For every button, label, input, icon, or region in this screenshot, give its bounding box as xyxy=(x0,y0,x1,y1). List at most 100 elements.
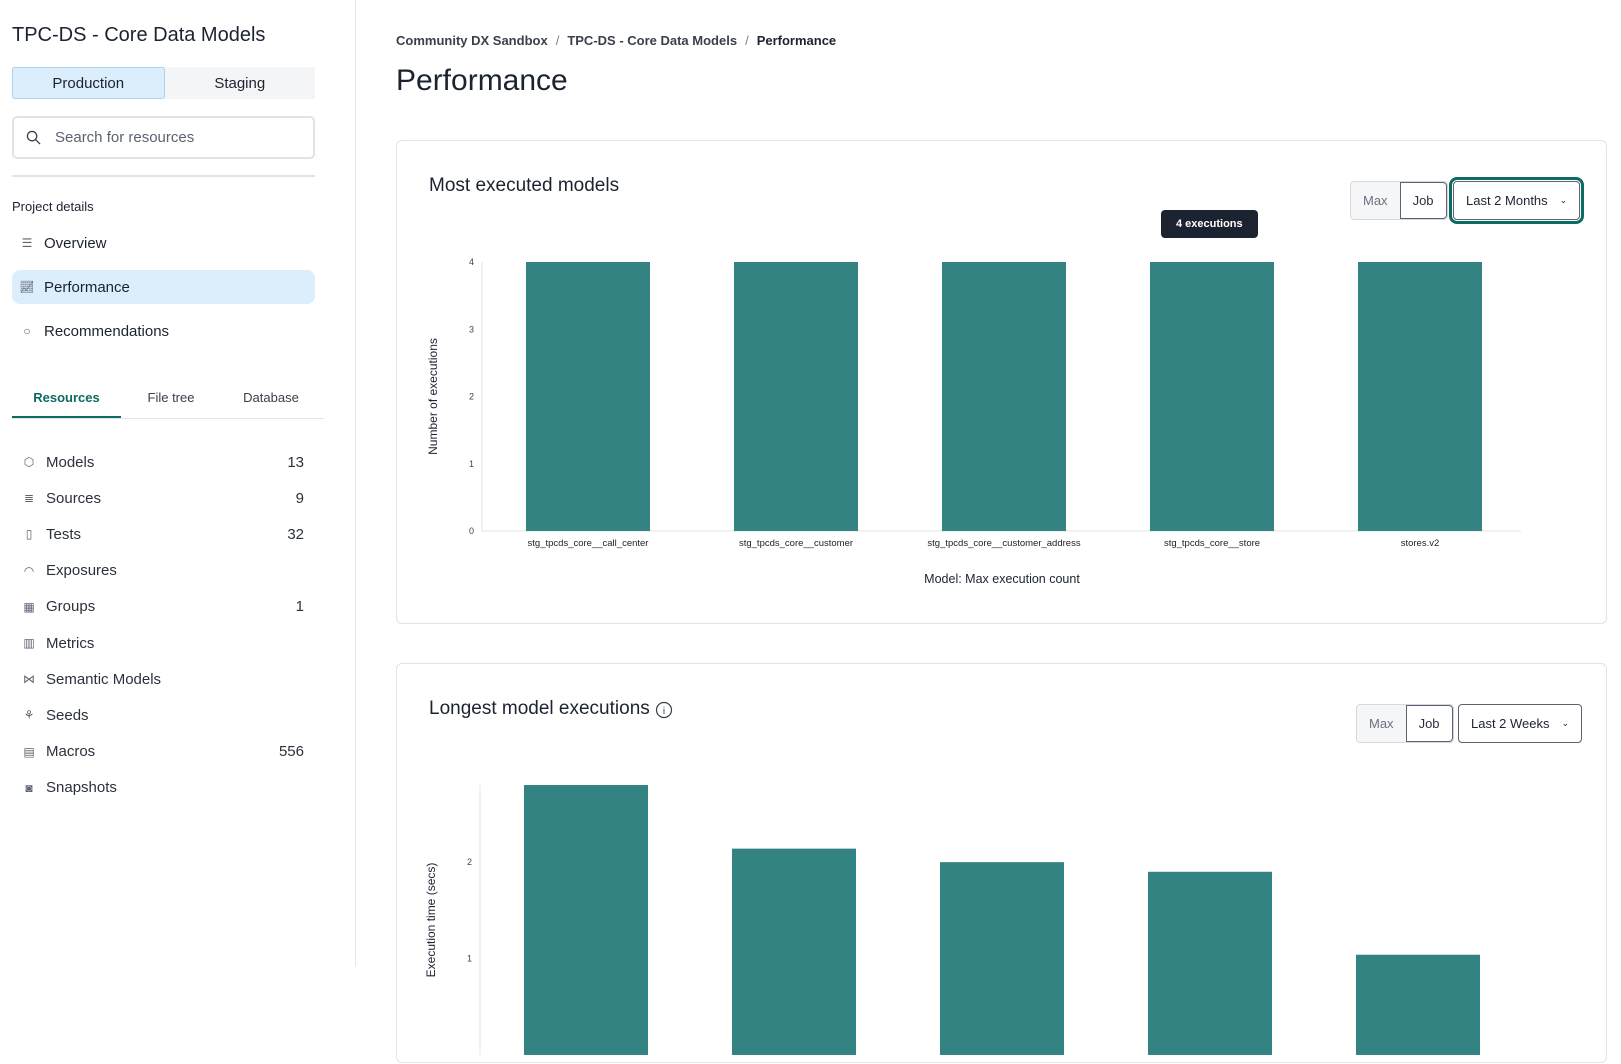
job-button[interactable]: Job xyxy=(1399,182,1447,219)
max-button[interactable]: Max xyxy=(1357,705,1406,742)
x-tick-label: stg_tpcds_core__store xyxy=(1164,538,1260,549)
resource-semantic-models[interactable]: ⋈ Semantic Models xyxy=(22,664,304,694)
database-icon: ≣ xyxy=(23,491,35,506)
resource-seeds[interactable]: ⚘ Seeds xyxy=(22,700,304,730)
card-title: Longest model executions xyxy=(429,698,650,719)
clipboard-icon: ▯ xyxy=(25,527,33,542)
bar xyxy=(940,862,1064,1055)
max-job-toggle: Max Job xyxy=(1350,181,1448,220)
camera-icon: ◙ xyxy=(25,780,33,795)
nav-performance[interactable]: 📈︎ Performance xyxy=(12,270,315,304)
y-axis-title: Number of executions xyxy=(426,338,440,455)
resource-tabs: Resources File tree Database xyxy=(12,386,324,419)
bar xyxy=(524,785,648,1055)
y-tick-label: 1 xyxy=(467,954,472,964)
chevron-down-icon: ⌄ xyxy=(1561,718,1570,728)
y-tick-label: 2 xyxy=(467,857,472,867)
resource-label: Models xyxy=(46,453,95,471)
breadcrumb-current: Performance xyxy=(756,33,837,48)
env-tab-production[interactable]: Production xyxy=(12,67,165,99)
y-tick-label: 4 xyxy=(469,257,474,267)
executions-chart: 0 1 2 3 4 stg_tpcds_core__call_center stg_tpcd… xyxy=(426,257,1521,586)
gauge-icon: ◠ xyxy=(23,563,35,578)
resource-count: 556 xyxy=(278,743,304,761)
resource-label: Sources xyxy=(46,489,102,507)
most-executed-card: Most executed models Max Job Last 2 Mont… xyxy=(396,140,1607,624)
x-tick-label: stores.v2 xyxy=(1401,538,1440,549)
resource-models[interactable]: ⬡ Models 13 xyxy=(22,447,304,477)
bar xyxy=(734,262,858,531)
tab-file-tree[interactable]: File tree xyxy=(147,390,195,405)
bar xyxy=(1358,262,1482,531)
resource-label: Exposures xyxy=(46,562,117,580)
breadcrumb-separator: / xyxy=(555,33,560,48)
resource-macros[interactable]: ▤ Macros 556 xyxy=(22,737,304,767)
breadcrumb-separator: / xyxy=(745,33,749,48)
search-icon xyxy=(26,130,41,145)
environment-toggle: Production Staging xyxy=(12,67,315,99)
info-icon[interactable]: i xyxy=(655,701,673,719)
x-axis-title: Model: Max execution count xyxy=(924,572,1080,586)
bar xyxy=(942,262,1066,531)
max-button[interactable]: Max xyxy=(1351,182,1400,219)
y-tick-label: 1 xyxy=(469,459,474,469)
resource-count: 1 xyxy=(295,598,304,616)
bar-chart-icon: ▥ xyxy=(23,636,35,650)
nav-label: Performance xyxy=(44,278,130,296)
bar xyxy=(1150,262,1274,531)
y-tick-label: 3 xyxy=(469,324,474,334)
time-range-dropdown[interactable]: Last 2 Weeks ⌄ xyxy=(1458,704,1583,743)
max-job-toggle: Max Job xyxy=(1356,704,1454,743)
env-tab-staging[interactable]: Staging xyxy=(214,74,266,92)
tab-database[interactable]: Database xyxy=(243,390,299,405)
resource-groups[interactable]: ▦ Groups 1 xyxy=(22,592,304,622)
sidebar: TPC-DS - Core Data Models Production Sta… xyxy=(0,0,356,966)
resource-label: Macros xyxy=(46,743,96,761)
y-tick-label: 2 xyxy=(469,392,474,402)
tab-resources[interactable]: Resources xyxy=(12,386,121,418)
nav-label: Overview xyxy=(44,234,107,252)
x-tick-label: stg_tpcds_core__call_center xyxy=(528,538,649,549)
grid-icon: ▦ xyxy=(23,599,35,614)
resource-label: Seeds xyxy=(46,706,89,724)
x-tick-label: stg_tpcds_core__customer xyxy=(739,538,853,549)
resource-count: 9 xyxy=(295,489,304,507)
y-tick-label: 0 xyxy=(469,526,474,536)
resource-label: Tests xyxy=(46,525,82,543)
breadcrumb-link[interactable]: Community DX Sandbox xyxy=(396,33,548,48)
lightbulb-icon: ○ xyxy=(23,324,31,338)
job-button[interactable]: Job xyxy=(1405,705,1453,742)
resource-tests[interactable]: ▯ Tests 32 xyxy=(22,519,304,549)
search-placeholder: Search for resources xyxy=(55,129,195,146)
resource-metrics[interactable]: ▥ Metrics xyxy=(22,628,304,658)
card-title: Most executed models xyxy=(429,175,620,196)
x-tick-label: stg_tpcds_core__customer_address xyxy=(927,538,1080,549)
bar xyxy=(1148,871,1272,1055)
file-icon: ▤ xyxy=(23,744,35,759)
execution-time-chart: 1 2 Execution time (secs) xyxy=(424,785,1480,1055)
resource-label: Snapshots xyxy=(46,779,117,797)
time-range-dropdown[interactable]: Last 2 Months ⌄ xyxy=(1448,177,1585,224)
longest-executions-card: Longest model executions i Max Job Last … xyxy=(396,663,1607,1063)
nodes-icon: ⋈ xyxy=(23,672,35,687)
svg-text:i: i xyxy=(663,706,665,717)
resource-label: Semantic Models xyxy=(46,670,162,688)
resource-label: Metrics xyxy=(46,634,95,652)
resource-exposures[interactable]: ◠ Exposures xyxy=(22,556,304,586)
bar xyxy=(526,262,650,531)
bar xyxy=(732,848,856,1055)
line-chart-icon: 📈︎ xyxy=(19,280,35,294)
breadcrumb: Community DX Sandbox / TPC-DS - Core Data… xyxy=(396,33,836,48)
resource-snapshots[interactable]: ◙ Snapshots xyxy=(22,773,304,803)
nav-recommendations[interactable]: ○ Recommendations xyxy=(12,314,315,348)
bar-tooltip: 4 executions xyxy=(1161,210,1258,238)
breadcrumb-link[interactable]: TPC-DS - Core Data Models xyxy=(567,33,738,48)
list-icon: ☰ xyxy=(21,236,33,250)
nav-overview[interactable]: ☰ Overview xyxy=(12,226,315,260)
resource-sources[interactable]: ≣ Sources 9 xyxy=(22,483,304,513)
page-title: Performance xyxy=(396,64,568,97)
search-input[interactable]: Search for resources xyxy=(12,116,315,159)
resource-count: 32 xyxy=(287,525,304,543)
resource-count: 13 xyxy=(287,453,304,471)
resource-label: Groups xyxy=(46,598,96,616)
